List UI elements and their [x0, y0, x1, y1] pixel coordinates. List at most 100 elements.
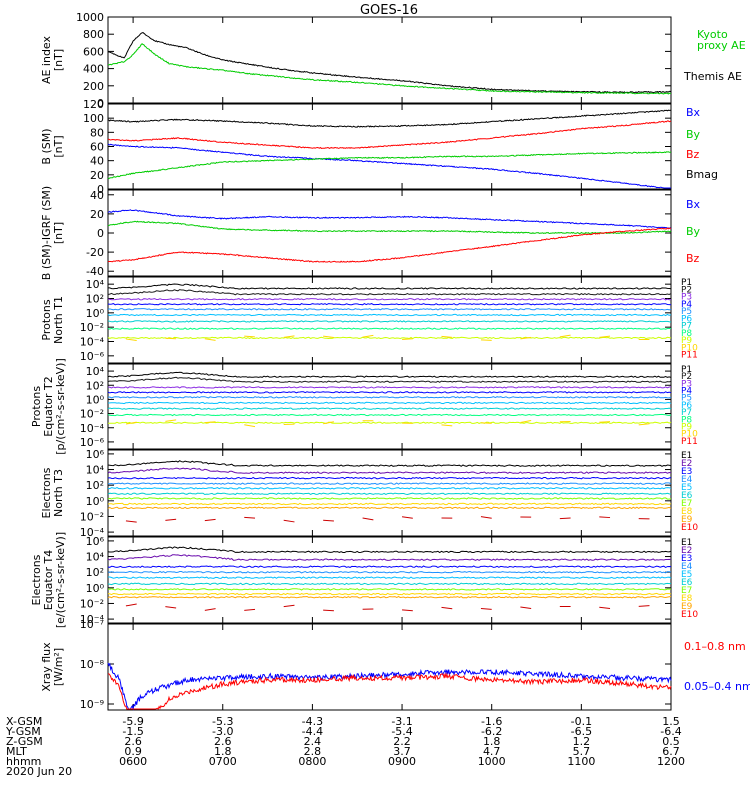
y-axis-label: North T3: [52, 469, 65, 517]
footer-label-z-gsm: Z-GSM: [6, 735, 43, 748]
y-axis-label: North T1: [52, 296, 65, 344]
y-tick-label: 10⁻⁴: [80, 336, 105, 349]
channel-line-p7: [107, 320, 672, 323]
channel-label-e3: E3: [681, 554, 692, 564]
panel-et4: 10⁶ 10⁴ 10² 10⁰ 10⁻² 10⁻⁴ Electrons Equator T4[…: [30, 532, 698, 628]
channel-segment: [323, 421, 335, 425]
channel-line-p9: [108, 421, 672, 424]
y-axis-label: B (SM)-IGRF (SM): [40, 186, 53, 280]
series-line-by: [107, 151, 672, 180]
y-tick-label: 10⁴: [86, 278, 105, 291]
y-tick-label: 10⁻⁹: [80, 698, 104, 711]
legend-bz: Bz: [686, 148, 700, 161]
y-tick-label: 10⁶: [86, 535, 105, 548]
footer-value: -1.5: [122, 725, 143, 738]
channel-label-e4: E4: [681, 475, 693, 485]
channel-line-e4: [108, 482, 672, 485]
y-tick-label: 10²: [86, 566, 104, 579]
y-tick-label: 80: [90, 126, 104, 139]
channel-line-p8: [107, 413, 672, 417]
channel-segment: [204, 608, 216, 611]
channel-label-p7: P7: [681, 408, 692, 418]
panel-frame: [107, 276, 672, 364]
y-tick-label: -20: [86, 246, 104, 259]
channel-segment: [244, 424, 256, 428]
channel-label-e6: E6: [681, 578, 693, 588]
channel-segment: [638, 605, 650, 607]
channel-line-e1: [107, 460, 672, 467]
channel-label-p6: P6: [681, 401, 692, 411]
footer-value: 4.7: [483, 745, 501, 758]
y-tick-label: 10²: [86, 379, 104, 392]
y-tick-label: 0: [97, 227, 104, 240]
y-axis-label: [W/m²]: [52, 648, 65, 686]
channel-segment: [441, 606, 453, 610]
channel-line-p4: [107, 391, 672, 394]
y-tick-label: 1000: [76, 11, 104, 24]
channel-segment: [599, 606, 611, 610]
channel-line-p1: [108, 283, 672, 290]
footer-value: 0600: [119, 755, 147, 768]
footer-value: 3.7: [393, 745, 411, 758]
channel-segment: [283, 335, 295, 338]
channel-label-e10: E10: [681, 523, 698, 533]
channel-segment: [125, 603, 137, 607]
channel-label-p10: P10: [681, 430, 698, 440]
channel-segment: [204, 338, 216, 341]
y-tick-label: 10⁻⁷: [80, 618, 104, 631]
channel-line-p7: [107, 407, 672, 410]
footer-value: -3.1: [391, 715, 412, 728]
channel-line-e9: [107, 595, 672, 599]
channel-label-p5: P5: [681, 394, 692, 404]
channel-label-e4: E4: [681, 562, 693, 572]
channel-line-e6: [107, 492, 672, 496]
channel-segment: [125, 520, 137, 523]
footer-value: 0.9: [124, 745, 142, 758]
channel-label-p4: P4: [681, 387, 692, 397]
series-line-bx: [107, 143, 671, 189]
footer-value: 1.5: [662, 715, 680, 728]
channel-line-e8: [107, 502, 672, 506]
channel-label-e2: E2: [681, 546, 692, 556]
y-axis-label: [nT]: [52, 135, 65, 157]
channel-label-p10: P10: [681, 343, 698, 353]
footer-value: 2.6: [124, 735, 142, 748]
footer-value: -0.1: [571, 715, 592, 728]
panel-frame: [107, 16, 672, 104]
channel-label-p11: P11: [681, 437, 698, 447]
channel-line-e4: [107, 570, 672, 574]
legend-0-05-0-4-nm: 0.05–0.4 nm: [684, 680, 750, 693]
footer-value: -1.6: [481, 715, 502, 728]
channel-segment: [441, 335, 453, 338]
channel-segment: [599, 335, 611, 338]
legend-by: By: [686, 225, 701, 238]
channel-label-e3: E3: [681, 467, 692, 477]
y-tick-label: 10⁴: [86, 365, 105, 378]
footer-label-mlt: MLT: [6, 745, 27, 758]
channel-segment: [323, 609, 334, 612]
legend-0-1-0-8-nm: 0.1–0.8 nm: [684, 640, 746, 653]
y-axis-label: Protons: [40, 299, 53, 340]
channel-label-p2: P2: [681, 285, 692, 295]
y-tick-label: 10⁰: [86, 495, 105, 508]
y-axis-label: [p/(cm²-s-sr-keV)]: [54, 358, 67, 455]
channel-label-e2: E2: [681, 459, 692, 469]
channel-segment: [599, 516, 611, 519]
y-tick-label: 200: [83, 80, 104, 93]
y-axis-label: [nT]: [52, 222, 65, 244]
channel-line-e2: [107, 554, 672, 561]
channel-segment: [204, 421, 216, 424]
channel-label-e9: E9: [681, 515, 693, 525]
series-line-0-1-0-8-nm: [107, 672, 672, 710]
y-tick-label: 0: [97, 183, 104, 196]
y-tick-label: 10⁻²: [80, 408, 104, 421]
y-tick-label: 10⁰: [86, 393, 105, 406]
panel-frame: [107, 363, 672, 450]
panel-frame: [107, 103, 672, 190]
channel-label-e9: E9: [681, 602, 693, 612]
y-tick-label: 40: [90, 155, 104, 168]
channel-line-p1: [107, 371, 672, 378]
channel-segment: [283, 604, 295, 608]
